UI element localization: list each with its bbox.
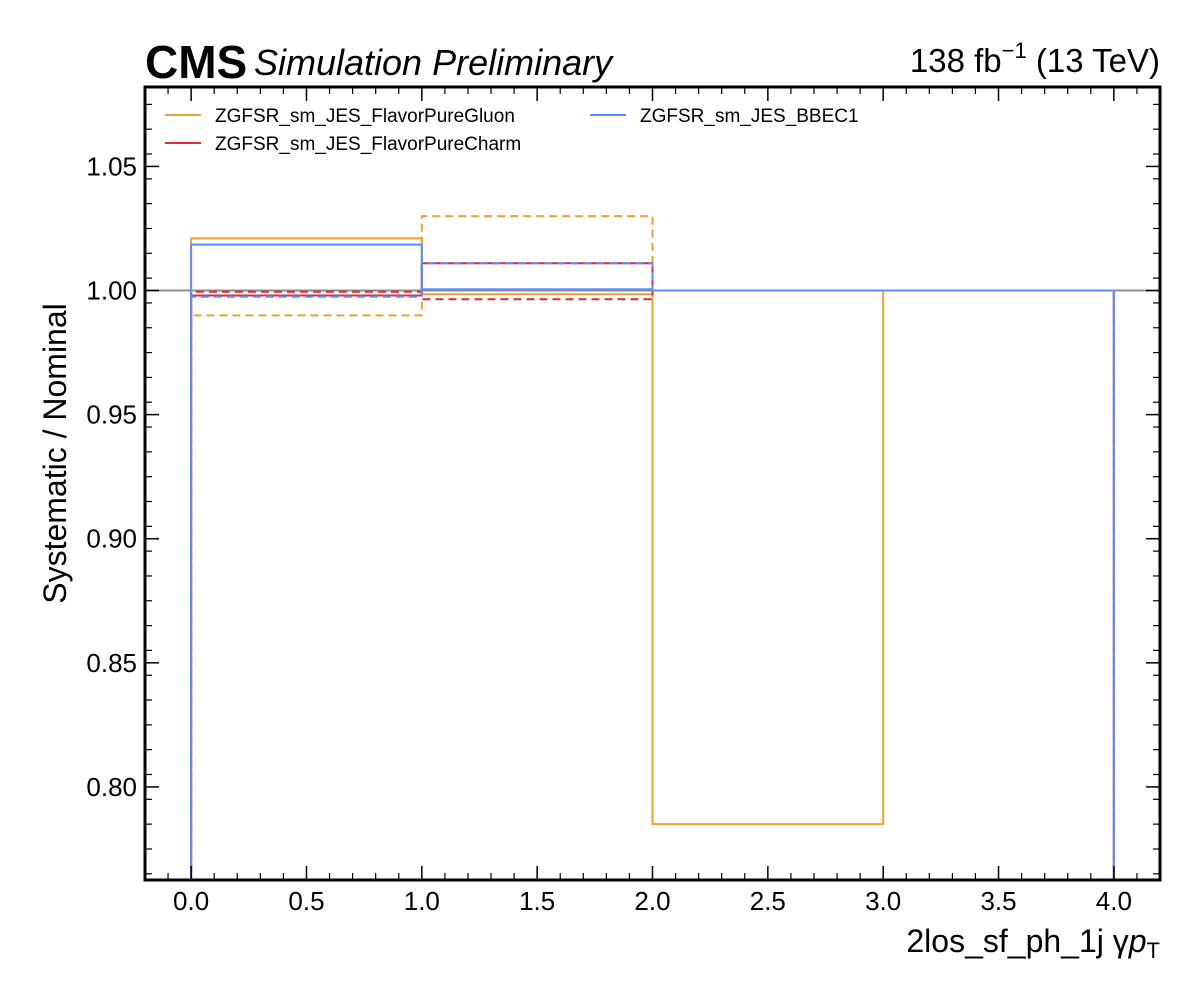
x-tick-label: 1.0 <box>404 886 440 916</box>
x-axis-title-subscript: T <box>1147 938 1160 963</box>
y-tick-label: 1.05 <box>86 151 137 181</box>
legend-entry-label: ZGFSR_sm_JES_FlavorPureCharm <box>215 134 521 155</box>
lumi-exponent: −1 <box>1002 38 1027 63</box>
plot-frame <box>143 85 1162 882</box>
x-tick-label: 0.0 <box>173 886 209 916</box>
x-tick-label: 3.5 <box>980 886 1016 916</box>
lumi-energy: (13 TeV) <box>1036 42 1160 79</box>
legend-entry-label: ZGFSR_sm_JES_FlavorPureGluon <box>215 106 515 127</box>
cms-label: CMS <box>145 36 247 88</box>
series-line-3-down <box>190 289 1115 880</box>
lumi-value: 138 fb <box>910 42 1002 79</box>
x-tick-label: 2.5 <box>750 886 786 916</box>
series-line-5-down <box>190 262 1115 880</box>
luminosity-label: 138 fb−1 (13 TeV) <box>910 38 1160 79</box>
y-tick-label: 0.90 <box>86 524 137 554</box>
x-tick-label: 0.5 <box>288 886 324 916</box>
lumi-energy-gap <box>1027 42 1036 79</box>
x-tick-label: 3.0 <box>865 886 901 916</box>
y-tick-label: 1.00 <box>86 276 137 306</box>
y-tick-label: 0.85 <box>86 648 137 678</box>
legend-entry-label: ZGFSR_sm_JES_BBEC1 <box>640 106 859 127</box>
legend: ZGFSR_sm_JES_FlavorPureGluon ZGFSR_sm_JES… <box>165 106 859 155</box>
ticks-layer: 0.0 0.5 1.0 1.5 2.0 2.5 3.0 3.5 4.0 0.80 0.85 0.90 0… <box>86 87 1161 916</box>
y-tick-label: 0.80 <box>86 772 137 802</box>
x-tick-label: 2.0 <box>634 886 670 916</box>
x-axis-title: 2los_sf_ph_1j γpT <box>906 923 1160 963</box>
x-axis-title-p: p <box>1128 923 1147 959</box>
series-line-0-up <box>190 237 1115 880</box>
simulation-status-label: Simulation Preliminary <box>254 42 614 83</box>
x-axis-title-main: 2los_sf_ph_1j γ <box>906 923 1128 959</box>
y-axis-title: Systematic / Nominal <box>37 303 73 604</box>
x-tick-label: 4.0 <box>1096 886 1132 916</box>
y-tick-label: 0.95 <box>86 400 137 430</box>
x-tick-label: 1.5 <box>519 886 555 916</box>
series-layer <box>145 215 1160 880</box>
